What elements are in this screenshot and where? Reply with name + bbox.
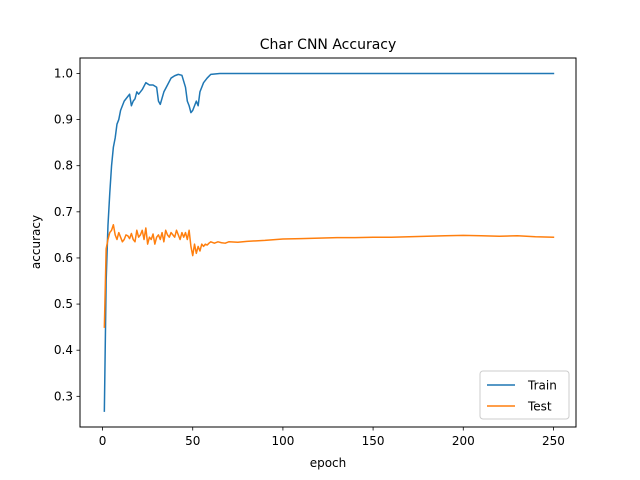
x-tick-label: 200 bbox=[452, 434, 475, 448]
x-tick-label: 0 bbox=[99, 434, 107, 448]
x-axis: 0 50 100 150 200 250 bbox=[99, 427, 565, 448]
x-tick-label: 250 bbox=[542, 434, 565, 448]
y-tick-label: 0.3 bbox=[54, 389, 73, 403]
y-tick-label: 1.0 bbox=[54, 66, 73, 80]
x-axis-label: epoch bbox=[310, 456, 347, 470]
x-tick-label: 100 bbox=[271, 434, 294, 448]
x-tick-label: 150 bbox=[362, 434, 385, 448]
x-tick-label: 50 bbox=[185, 434, 200, 448]
y-tick-label: 0.4 bbox=[54, 343, 73, 357]
series-line-test bbox=[103, 223, 555, 328]
y-tick-label: 0.7 bbox=[54, 205, 73, 219]
y-tick-label: 0.8 bbox=[54, 159, 73, 173]
axes-frame bbox=[79, 57, 577, 428]
y-tick-label: 0.9 bbox=[54, 113, 73, 127]
y-axis-label: accuracy bbox=[29, 215, 43, 269]
legend-label-train: Train bbox=[527, 379, 557, 393]
chart-title: Char CNN Accuracy bbox=[260, 37, 397, 53]
series-line-train bbox=[103, 72, 555, 412]
legend-box bbox=[479, 370, 570, 420]
legend-label-test: Test bbox=[527, 400, 552, 414]
y-tick-label: 0.6 bbox=[54, 251, 73, 265]
legend: Train Test bbox=[479, 370, 570, 420]
series-layer bbox=[103, 72, 555, 412]
y-tick-label: 0.5 bbox=[54, 297, 73, 311]
y-axis: 0.3 0.4 0.5 0.6 0.7 0.8 0.9 1.0 bbox=[54, 66, 80, 403]
